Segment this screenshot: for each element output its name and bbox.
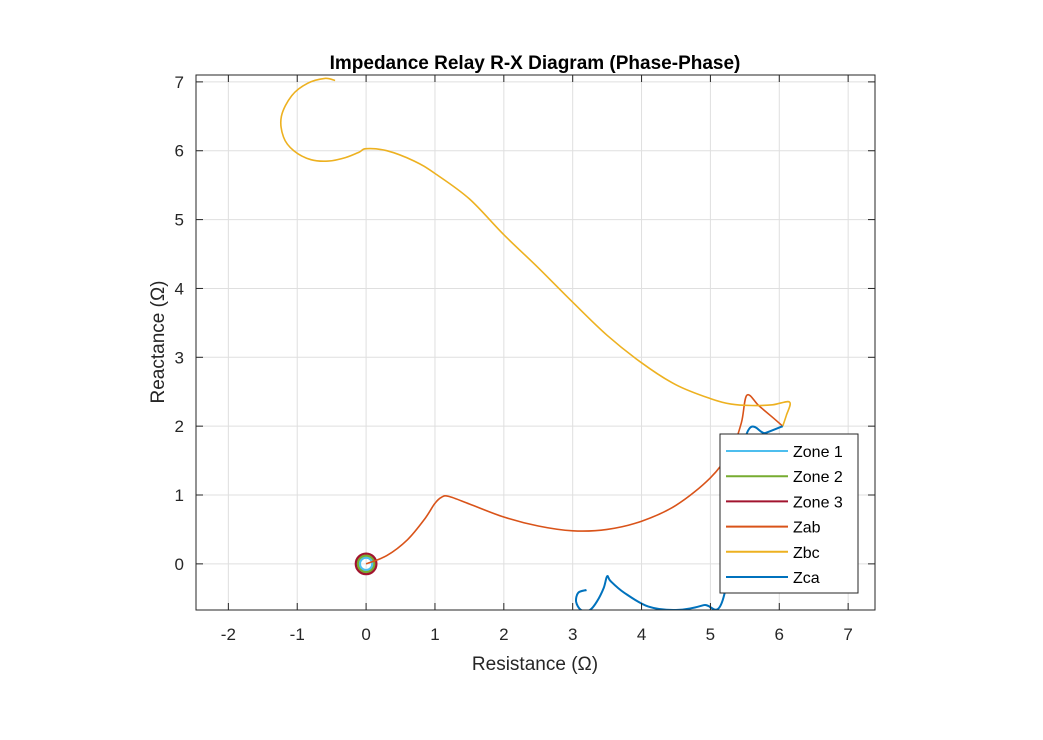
legend-label: Zone 2 [793,469,843,486]
x-tick-label: 7 [843,625,852,644]
legend-item[interactable]: Zone 3 [726,494,843,511]
ticks [196,75,875,610]
y-tick-label: 5 [175,211,184,230]
series-zab [365,393,784,565]
x-tick-label: 4 [637,625,646,644]
x-tick-label: 1 [430,625,439,644]
x-tick-labels: -2 -1 0 1 2 3 4 5 6 7 [221,625,853,644]
legend-label: Zone 3 [793,494,843,511]
x-axis-label: Resistance (Ω) [472,654,598,675]
legend-label: Zca [793,570,820,587]
x-tick-label: -2 [221,625,236,644]
axes-box [195,74,876,611]
y-tick-label: 0 [175,555,184,574]
series-zone-1 [358,556,374,572]
y-tick-label: 4 [175,279,184,298]
legend-item[interactable]: Zbc [726,545,820,562]
series-zone-2 [356,554,376,574]
legend-item[interactable]: Zca [726,570,820,587]
series-zbc [280,77,791,427]
y-tick-label: 6 [175,142,184,161]
chart-title: Impedance Relay R-X Diagram (Phase-Phase… [330,53,741,74]
legend-item[interactable]: Zone 1 [726,444,843,461]
x-tick-label: 3 [568,625,577,644]
series-zone-3 [354,552,378,576]
y-tick-label: 3 [175,348,184,367]
legend-box [719,433,859,594]
y-tick-label: 2 [175,417,184,436]
y-tick-label: 7 [175,73,184,92]
legend-label: Zone 1 [793,444,843,461]
x-tick-label: 6 [775,625,784,644]
y-tick-labels: 0 1 2 3 4 5 6 7 [175,73,184,574]
grid [196,75,875,610]
x-tick-label: 0 [361,625,370,644]
legend-item[interactable]: Zone 2 [726,469,843,486]
x-tick-label: -1 [290,625,305,644]
x-tick-label: 5 [706,625,715,644]
legend-label: Zbc [793,545,820,562]
x-tick-label: 2 [499,625,508,644]
legend-item[interactable]: Zab [726,520,821,537]
legend[interactable]: Zone 1 Zone 2 Zone 3 Zab Zbc Zca [719,433,859,594]
legend-label: Zab [793,520,821,537]
y-axis-label: Reactance (Ω) [148,281,169,404]
y-tick-label: 1 [175,486,184,505]
